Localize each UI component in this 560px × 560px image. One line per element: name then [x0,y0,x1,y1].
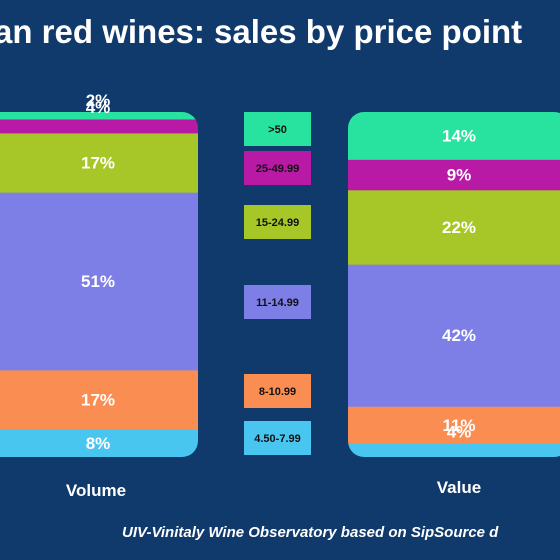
legend-swatch [244,205,311,239]
legend-label: 4.50-7.99 [254,433,300,445]
segment-value-4 [348,159,560,191]
segment-volume-2 [0,192,198,371]
category-label-volume: Volume [66,481,126,500]
legend-item: 15-24.99 [244,205,311,239]
segment-volume-3 [0,132,198,193]
legend-item: >50 [244,112,311,146]
legend-label: 8-10.99 [259,386,296,398]
segment-value-2 [348,264,560,407]
segment-volume-5 [0,112,198,120]
data-label: 4% [86,98,111,117]
data-label: 14% [442,127,476,146]
data-label: 17% [81,391,115,410]
legend-label: 11-14.99 [256,297,299,309]
legend-label: >50 [268,124,287,136]
bar-volume [0,112,198,457]
chart-title: an red wines: sales by price point [0,13,523,50]
data-label: 9% [447,166,472,185]
legend-swatch [244,151,311,185]
data-label: 4% [447,422,472,441]
segment-value-0 [348,443,560,457]
legend-swatch [244,285,311,319]
legend-label: 25-49.99 [256,163,299,175]
legend-label: 15-24.99 [256,217,299,229]
category-label-value: Value [437,478,481,497]
stacked-bar-chart: 8%17%51%17%4%2%4%11%42%22%9%14% 4.50-7.9… [0,91,560,500]
segment-value-5 [348,112,560,160]
data-label: 11% [442,416,475,435]
labels-value: 4%11% 42% 22% 9% 14% [442,127,476,442]
legend-item: 25-49.99 [244,151,311,185]
segment-value-3 [348,189,560,265]
legend-item: 4.50-7.99 [244,421,311,455]
data-label: 51% [81,272,115,291]
legend-item: 11-14.99 [244,285,311,319]
segment-volume-1 [0,369,198,430]
legend-swatch [244,374,311,408]
labels-volume: 8% 17% 51% 17% 4%2% [81,91,115,453]
segment-value-1 [348,406,560,444]
data-label: 2% [86,91,111,110]
data-label: 17% [81,154,115,173]
legend-swatch [244,421,311,455]
legend-item: 8-10.99 [244,374,311,408]
data-label: 8% [86,434,111,453]
data-label: 22% [442,218,476,237]
legend-swatch [244,112,311,146]
segment-volume-4 [0,118,198,134]
data-label: 42% [442,326,476,345]
segment-volume-0 [0,429,198,457]
source-note: UIV-Vinitaly Wine Observatory based on S… [122,524,499,541]
bar-value [348,112,560,457]
